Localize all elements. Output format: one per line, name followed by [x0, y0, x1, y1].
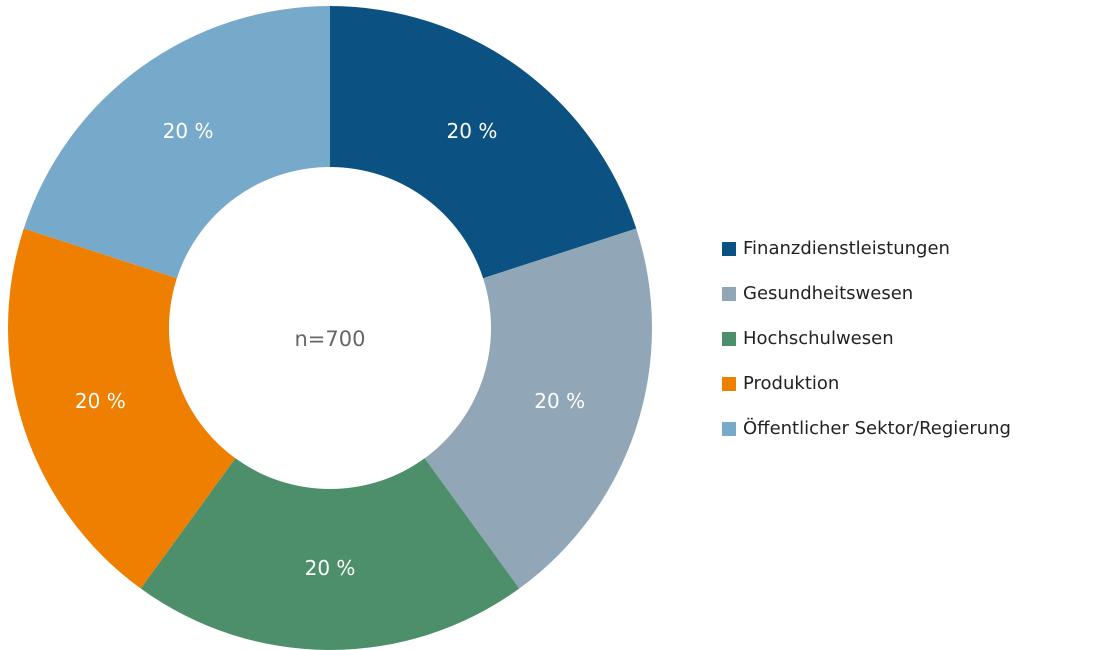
slice-label: 20 %	[534, 389, 585, 413]
legend-label: Öffentlicher Sektor/Regierung	[743, 417, 1011, 439]
donut-slice	[424, 228, 652, 589]
legend-label: Gesundheitswesen	[743, 283, 913, 304]
donut-slice	[23, 6, 331, 279]
donut-slice	[330, 6, 637, 279]
legend-swatch	[722, 332, 736, 346]
legend-label: Produktion	[743, 373, 839, 394]
legend-label: Hochschulwesen	[743, 328, 894, 349]
donut-slice	[7, 228, 236, 589]
legend-label: Finanzdienstleistungen	[743, 238, 950, 259]
legend-swatch	[722, 422, 736, 436]
donut-slice	[140, 458, 520, 650]
legend-swatch	[722, 377, 736, 391]
slice-label: 20 %	[75, 389, 126, 413]
slice-label: 20 %	[305, 556, 356, 580]
legend-swatch	[722, 287, 736, 301]
legend-swatch	[722, 242, 736, 256]
slice-label: 20 %	[163, 119, 214, 143]
slice-label: 20 %	[447, 119, 498, 143]
center-label: n=700	[295, 327, 366, 351]
